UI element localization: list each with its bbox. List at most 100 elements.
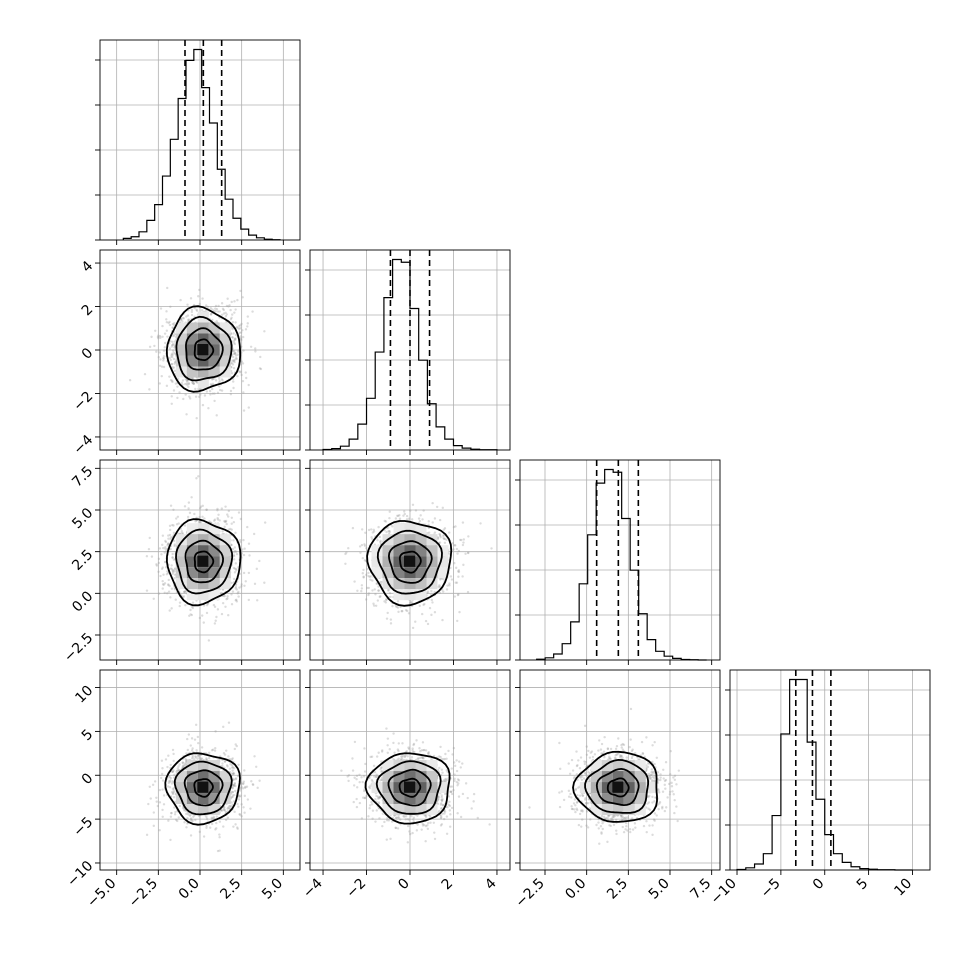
sample-point [169, 567, 172, 570]
sample-point [235, 552, 239, 556]
sample-point [615, 818, 618, 822]
sample-point [367, 571, 370, 575]
sample-point [190, 613, 194, 617]
sample-point [158, 382, 161, 385]
histogram-3-xtick-label: 5 [854, 876, 872, 894]
sample-point [385, 838, 388, 841]
sample-point [599, 825, 603, 828]
sample-point [407, 818, 411, 821]
sample-point [242, 538, 245, 542]
sample-point [442, 528, 445, 531]
sample-point [197, 521, 201, 524]
sample-point [214, 619, 217, 622]
sample-point [380, 766, 384, 769]
sample-point [442, 536, 445, 540]
sample-point [658, 800, 662, 804]
density-cell [186, 545, 198, 557]
sample-point [570, 807, 574, 811]
sample-point [442, 817, 446, 821]
sample-point [232, 355, 235, 359]
sample-point [214, 746, 217, 750]
sample-point [572, 802, 576, 805]
sample-point [590, 750, 594, 753]
sample-point [180, 529, 184, 533]
sample-point [591, 755, 595, 759]
sample-point [380, 766, 383, 769]
sample-point [220, 507, 224, 510]
sample-point [433, 837, 437, 841]
sample-point [239, 539, 242, 542]
sample-point [394, 826, 398, 830]
sample-point [162, 583, 165, 587]
sample-point [167, 819, 170, 822]
histogram-3-xtick-label: −5 [758, 876, 784, 902]
sample-point [396, 816, 400, 819]
sample-point [452, 525, 456, 529]
sample-point [236, 826, 239, 829]
sample-point [405, 514, 409, 518]
sample-point [669, 773, 672, 776]
sample-point [421, 756, 424, 760]
sample-point [239, 540, 242, 544]
sample-point [391, 525, 394, 528]
sample-point [377, 801, 381, 804]
density-cell [645, 782, 657, 794]
sample-point [603, 756, 606, 759]
density-cell [623, 804, 635, 816]
density-cell [175, 355, 187, 367]
sample-point [240, 583, 243, 586]
histogram-frame-3 [729, 669, 931, 871]
sample-point [613, 815, 616, 818]
sample-point [177, 769, 181, 772]
sample-point [380, 750, 384, 753]
sample-point [240, 815, 243, 818]
sample-point [430, 589, 433, 593]
sample-point [216, 849, 220, 853]
sample-point [164, 540, 168, 544]
sample-point [226, 597, 229, 600]
density-cell [186, 782, 198, 794]
sample-point [198, 302, 201, 306]
sample-point [399, 818, 402, 821]
sample-point [421, 741, 425, 744]
sample-point [410, 601, 414, 604]
sample-point [232, 553, 236, 557]
sample-point [145, 833, 149, 837]
sample-point [420, 749, 424, 752]
sample-point [406, 824, 410, 828]
sample-point [158, 788, 162, 792]
sample-point [170, 812, 173, 815]
sample-point [155, 564, 159, 567]
sample-point [165, 318, 168, 321]
sample-point [169, 777, 173, 780]
sample-point [232, 767, 236, 770]
density-cell [612, 804, 624, 816]
sample-point [215, 320, 218, 323]
sample-point [187, 501, 191, 504]
scatter-panel-3-0-xtick-label: −2.5 [126, 876, 161, 911]
sample-point [245, 376, 248, 380]
sample-point [173, 352, 177, 355]
sample-point [490, 547, 493, 550]
scatter-panel-3-2-content [528, 707, 681, 845]
sample-point [641, 752, 644, 755]
sample-point [567, 795, 571, 798]
sample-point [162, 359, 165, 362]
sample-point [676, 819, 679, 823]
sample-point [242, 349, 245, 352]
sample-point [205, 757, 208, 760]
sample-point [227, 528, 230, 531]
sample-point [380, 760, 383, 763]
sample-point [218, 377, 221, 380]
sample-point [153, 780, 157, 783]
sample-point [235, 598, 238, 602]
sample-point [663, 779, 667, 783]
sample-point [199, 505, 203, 508]
sample-point [224, 311, 227, 315]
sample-point [455, 547, 459, 551]
sample-point [600, 742, 604, 746]
sample-point [380, 580, 383, 584]
sample-point [203, 517, 206, 520]
sample-point [163, 582, 167, 585]
sample-point [165, 329, 169, 332]
